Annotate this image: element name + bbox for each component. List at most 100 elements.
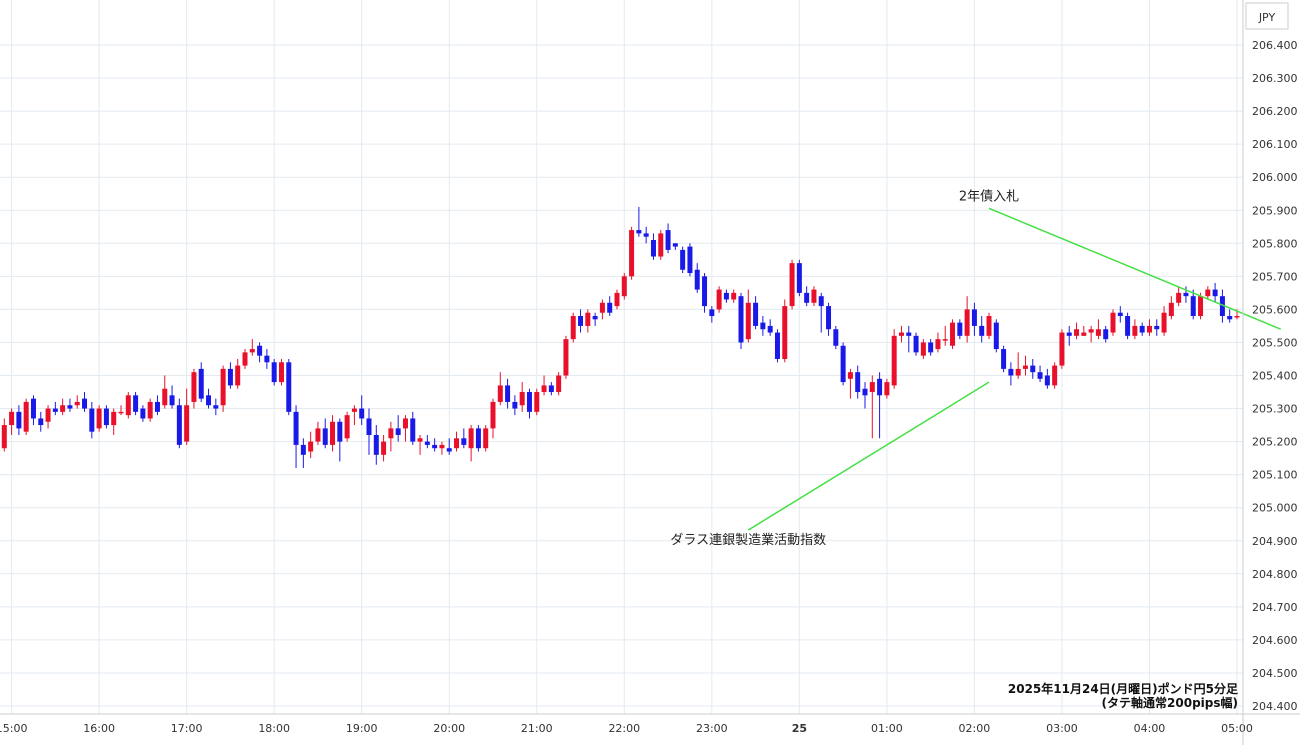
annotation-label: ダラス連銀製造業活動指数	[670, 532, 826, 548]
candle-body	[950, 322, 956, 346]
candle-body	[1227, 316, 1233, 320]
candle-body	[665, 230, 671, 250]
x-tick-label: 16:00	[83, 722, 115, 735]
candle-body	[935, 339, 941, 350]
candle-body	[184, 405, 190, 442]
x-tick-label: 23:00	[696, 722, 728, 735]
candle-body	[220, 368, 226, 406]
candle-body	[1066, 332, 1072, 336]
candle-body	[9, 411, 15, 426]
y-tick-label: 205.200	[1252, 436, 1298, 449]
candle-body	[227, 368, 233, 386]
candle-body	[534, 392, 540, 412]
candle-body	[570, 316, 576, 340]
candle-body	[133, 395, 139, 412]
candle-body	[125, 395, 131, 416]
candle-body	[147, 401, 153, 419]
candle-body	[373, 434, 379, 455]
candle-body	[1125, 316, 1131, 336]
candle-body	[439, 444, 445, 449]
candle-body	[891, 335, 897, 386]
candle-body	[1059, 332, 1065, 366]
x-tick-label: 18:00	[258, 722, 290, 735]
candle-body	[1081, 332, 1087, 336]
candle-body	[206, 395, 212, 406]
candle-body	[271, 362, 277, 383]
candle-body	[191, 372, 197, 402]
x-tick-label: 21:00	[521, 722, 553, 735]
candle-body	[23, 401, 29, 432]
candle-body	[1095, 329, 1101, 336]
candle-body	[257, 345, 263, 356]
candle-body	[505, 385, 511, 402]
candle-body	[308, 441, 314, 452]
candle-body	[760, 322, 766, 330]
x-tick-label: 17:00	[171, 722, 203, 735]
candle-body	[658, 233, 664, 257]
candle-body	[942, 339, 948, 341]
candle-body	[833, 329, 839, 346]
candle-body	[578, 316, 584, 326]
candle-body	[74, 401, 80, 406]
candle-body	[140, 408, 146, 419]
candle-body	[1234, 316, 1240, 318]
y-tick-label: 204.600	[1252, 634, 1298, 647]
candle-body	[1088, 329, 1094, 333]
candle-body	[162, 388, 168, 406]
y-tick-label: 205.500	[1252, 336, 1298, 349]
candle-body	[723, 292, 729, 300]
candle-body	[680, 249, 686, 270]
candle-body	[512, 401, 518, 409]
y-tick-label: 204.400	[1252, 700, 1298, 713]
candle-body	[796, 263, 802, 293]
candle-body	[16, 411, 22, 429]
candle-body	[1015, 368, 1021, 376]
candle-body	[592, 316, 598, 320]
candle-body	[351, 408, 357, 412]
candle-body	[410, 418, 416, 442]
candle-body	[52, 408, 58, 412]
candle-body	[738, 296, 744, 343]
y-tick-label: 206.300	[1252, 72, 1298, 85]
candle-body	[811, 289, 817, 303]
candle-body	[111, 411, 117, 426]
candle-body	[629, 230, 635, 277]
candle-body	[359, 408, 365, 419]
candle-body	[774, 332, 780, 359]
candle-body	[782, 306, 788, 359]
y-tick-label: 204.800	[1252, 568, 1298, 581]
candle-body	[330, 421, 336, 445]
candle-body	[913, 335, 919, 353]
candle-body	[1044, 375, 1050, 386]
candle-body	[1154, 325, 1160, 330]
x-tick-label: 19:00	[346, 722, 378, 735]
candle-body	[381, 441, 387, 455]
candle-body	[322, 428, 328, 445]
candle-body	[1132, 325, 1138, 336]
candle-body	[235, 365, 241, 386]
x-tick-label: 03:00	[1046, 722, 1078, 735]
candle-body	[607, 302, 613, 313]
candle-body	[672, 243, 678, 247]
candle-body	[840, 345, 846, 383]
x-tick-label: 02:00	[959, 722, 991, 735]
x-tick-label: 15:00	[0, 722, 27, 735]
candle-body	[753, 302, 759, 326]
y-tick-label: 206.100	[1252, 138, 1298, 151]
candle-body	[497, 385, 503, 402]
candle-body	[475, 428, 481, 449]
candle-body	[1110, 312, 1116, 333]
candle-body	[1022, 365, 1028, 369]
candle-body	[1198, 296, 1204, 317]
y-tick-label: 206.400	[1252, 39, 1298, 52]
x-tick-label: 20:00	[433, 722, 465, 735]
candle-body	[454, 438, 460, 449]
candle-body	[650, 239, 656, 257]
candle-body	[468, 428, 474, 449]
y-tick-label: 206.200	[1252, 105, 1298, 118]
y-tick-label: 205.400	[1252, 370, 1298, 383]
candle-body	[709, 309, 715, 317]
candle-body	[993, 322, 999, 350]
